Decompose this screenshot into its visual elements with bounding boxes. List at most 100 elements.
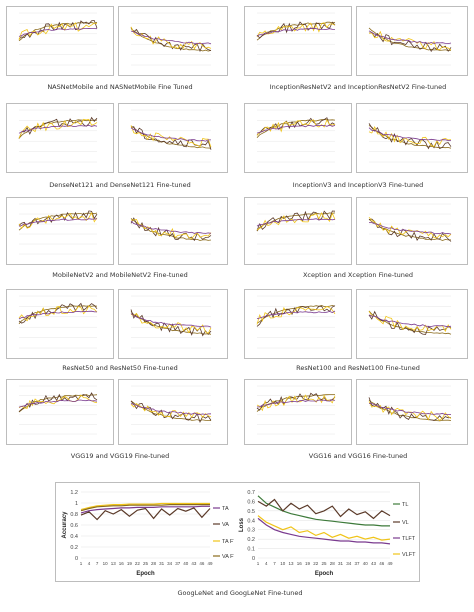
series-line-ta (80, 505, 210, 514)
mini-chart-panel (118, 103, 228, 173)
series-line (130, 220, 212, 234)
series-line (18, 310, 98, 320)
x-tick-label: 16 (119, 561, 125, 566)
x-tick-label: 49 (207, 561, 213, 566)
caption-mobilenetv2: MobileNetV2 and MobileNetV2 Fine-tuned (52, 271, 188, 279)
x-tick-label: 4 (265, 561, 268, 566)
y-tick-label: 0.7 (247, 490, 255, 496)
series-line (256, 117, 336, 136)
caption-nasnetmobile: NASNetMobile and NASNetMobile Fine Tuned (47, 83, 193, 91)
caption-inceptionresnetv2: InceptionResNetV2 and InceptionResNetV2 … (269, 83, 447, 91)
y-tick-label: 0.5 (247, 509, 255, 515)
y-tick-label: 0.8 (70, 512, 78, 518)
series-line (130, 400, 211, 422)
x-tick-label: 37 (175, 561, 181, 566)
series-line (256, 304, 336, 324)
mini-plot (256, 109, 336, 163)
x-tick-label: 46 (199, 561, 205, 566)
series-line (18, 27, 98, 37)
mini-plot (130, 203, 212, 255)
mini-plot (130, 385, 212, 435)
legend-entry: TA FT (222, 539, 234, 545)
googlenet-accuracy-chart: 0 0.2 0.4 0.6 0.8 1 1.2 1 4 7 10 13 16 19 22 25 28 31 34 37… (59, 486, 234, 578)
x-tick-label: 40 (183, 561, 189, 566)
series-line (130, 309, 212, 337)
mini-chart-panel (6, 103, 114, 173)
series-line (130, 400, 212, 424)
series-line (130, 217, 212, 242)
mini-chart-panel (356, 379, 468, 445)
series-line-tl (257, 495, 390, 527)
mini-chart-panel (356, 289, 468, 359)
x-tick-label: 31 (338, 561, 344, 566)
series-line (256, 21, 336, 41)
y-tick-label: 1.2 (70, 490, 78, 496)
x-tick-label: 49 (387, 561, 393, 566)
series-line (368, 399, 452, 422)
series-line (18, 210, 98, 228)
y-tick-label: 0.4 (247, 518, 255, 524)
x-tick-label: 43 (371, 561, 377, 566)
mini-chart-panel (6, 197, 114, 265)
series-line (368, 125, 452, 149)
mini-plot (18, 295, 98, 349)
series-line (130, 403, 212, 415)
mini-chart-panel (6, 289, 114, 359)
series-line (256, 394, 336, 412)
legend-entry: VA (222, 522, 229, 528)
x-tick-label: 43 (191, 561, 197, 566)
mini-chart-panel (244, 6, 352, 76)
series-line (130, 218, 212, 241)
series-line (256, 124, 336, 134)
caption-vgg19: VGG19 and VGG19 Fine-tuned (70, 452, 170, 460)
series-line (256, 21, 336, 39)
mini-plot (18, 203, 98, 255)
series-line-tlft (257, 517, 391, 545)
mini-plot (130, 109, 212, 163)
y-tick-label: 0 (75, 556, 78, 562)
series-line (130, 312, 212, 334)
series-line (368, 311, 452, 333)
caption-resnet50: ResNet50 and ResNet50 Fine-tuned (62, 364, 178, 372)
series-line (130, 26, 212, 50)
series-line (18, 218, 98, 227)
series-line (256, 119, 336, 136)
series-line (256, 212, 336, 231)
mini-plot (256, 385, 336, 435)
mini-plot (256, 203, 336, 255)
series-line (368, 123, 452, 150)
series-line (18, 211, 98, 229)
mini-chart-panel (6, 6, 114, 76)
caption-googlenet: GoogLeNet and GoogLeNet Fine-tuned (177, 589, 303, 597)
legend-entry: TLFT (402, 536, 416, 542)
x-tick-label: 7 (96, 561, 99, 566)
x-tick-label: 10 (103, 561, 109, 566)
accuracy-plot: 00.20.40.60.811.21 4 7 10 13 16 19 22 25 28 31 34 37… (62, 490, 234, 577)
y-tick-label: 1 (75, 501, 78, 507)
series-line-va-ft (80, 504, 210, 512)
mini-plot (368, 203, 452, 255)
series-line (256, 394, 335, 412)
mini-chart-panel (244, 197, 352, 265)
mini-chart-panel (356, 6, 468, 76)
x-tick-label: 28 (151, 561, 157, 566)
series-line (368, 310, 452, 335)
mini-chart-panel (356, 197, 468, 265)
series-line (130, 125, 212, 149)
caption-inceptionv3: InceptionV3 and InceptionV3 Fine-tuned (292, 181, 424, 189)
x-tick-label: 1 (257, 561, 260, 566)
x-tick-label: 31 (159, 561, 165, 566)
x-axis-label: Epoch (315, 571, 334, 577)
x-tick-label: 25 (321, 561, 327, 566)
caption-xception: Xception and Xception Fine-tuned (302, 271, 414, 279)
mini-chart-panel (244, 379, 352, 445)
series-line-vl (257, 498, 391, 520)
x-tick-label: 19 (127, 561, 133, 566)
series-line (256, 218, 336, 227)
series-line (368, 126, 452, 148)
x-tick-label: 7 (273, 561, 276, 566)
series-line (130, 403, 212, 419)
x-tick-label: 10 (280, 561, 286, 566)
series-line (18, 305, 98, 322)
mini-plot (18, 385, 98, 435)
